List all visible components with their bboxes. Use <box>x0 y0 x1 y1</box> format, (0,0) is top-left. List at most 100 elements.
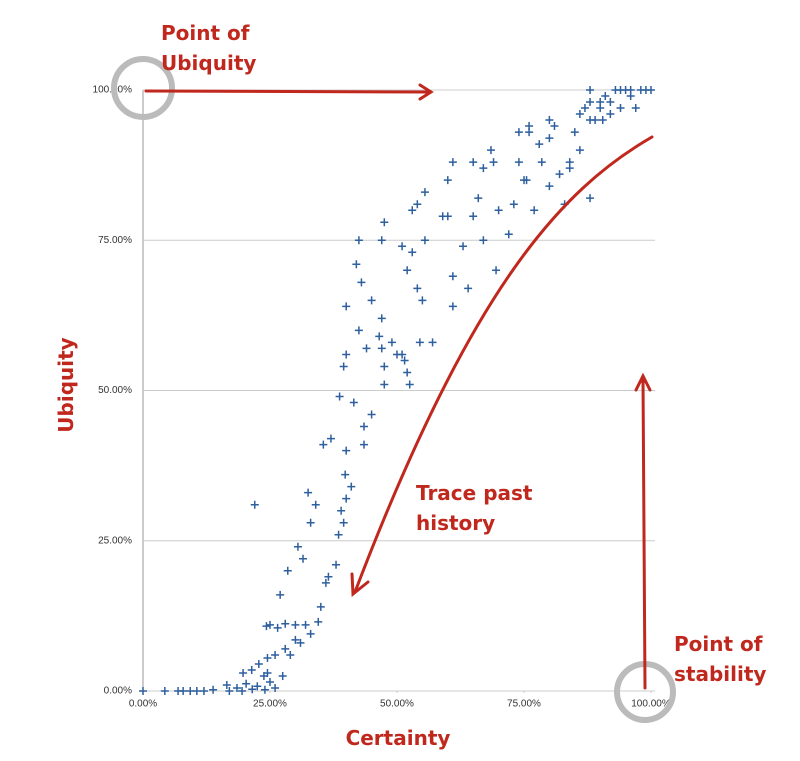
point <box>400 356 409 365</box>
point <box>281 619 290 628</box>
point <box>332 560 341 569</box>
point <box>337 506 346 515</box>
point <box>469 212 478 221</box>
point <box>209 685 218 694</box>
point <box>179 687 188 695</box>
point <box>413 284 422 293</box>
point <box>342 350 351 359</box>
point <box>319 440 328 449</box>
point <box>225 687 234 695</box>
point <box>494 206 503 215</box>
point <box>398 350 407 359</box>
point <box>271 650 280 659</box>
point <box>354 236 363 245</box>
labels: Certainty Ubiquity Point of Ubiquity Tra… <box>54 21 766 750</box>
point <box>281 644 290 653</box>
annotation: Ubiquity <box>161 51 256 75</box>
point <box>263 653 272 662</box>
point <box>334 530 343 539</box>
point <box>420 236 429 245</box>
annotation: history <box>416 511 495 535</box>
point <box>492 266 501 275</box>
point <box>408 248 417 257</box>
point <box>575 146 584 155</box>
point <box>537 158 546 167</box>
arrow <box>634 372 652 690</box>
point <box>377 236 386 245</box>
y-tick-label: 25.00% <box>98 535 132 546</box>
point <box>522 176 531 185</box>
point <box>525 122 534 131</box>
point <box>266 620 274 629</box>
point <box>293 542 302 551</box>
point <box>349 398 358 407</box>
point <box>260 685 269 694</box>
point <box>276 590 285 599</box>
point <box>606 110 615 119</box>
point <box>514 158 523 167</box>
point <box>420 188 429 197</box>
point <box>248 685 257 694</box>
point <box>647 86 655 94</box>
point <box>253 682 262 691</box>
point <box>580 104 589 113</box>
point <box>278 671 287 680</box>
point <box>555 170 564 179</box>
x-axis-title: Certainty <box>346 726 451 750</box>
point <box>239 668 248 677</box>
point <box>631 104 640 113</box>
point <box>341 470 350 479</box>
point <box>199 687 208 695</box>
y-tick-label: 75.00% <box>98 235 132 246</box>
point <box>418 296 427 305</box>
x-tick-label: 0.00% <box>129 699 157 710</box>
point <box>314 617 323 626</box>
point <box>448 272 457 281</box>
point <box>306 518 315 527</box>
annotation: Point of <box>674 632 763 656</box>
point <box>591 116 600 125</box>
point <box>448 158 457 167</box>
point <box>428 338 437 347</box>
x-tick-label: 50.00% <box>380 699 414 710</box>
point <box>474 194 483 203</box>
point <box>408 206 417 215</box>
point <box>377 314 386 323</box>
point <box>443 176 452 185</box>
point <box>626 92 635 101</box>
point <box>545 182 554 191</box>
point <box>377 344 386 353</box>
point <box>326 434 335 443</box>
point <box>403 368 412 377</box>
point <box>250 500 259 509</box>
y-axis-title: Ubiquity <box>54 337 78 432</box>
point <box>311 500 320 509</box>
point <box>387 338 396 347</box>
point <box>283 566 292 575</box>
point <box>413 200 422 209</box>
arrow <box>350 135 654 598</box>
point <box>530 206 539 215</box>
point <box>504 230 513 239</box>
point <box>339 518 348 527</box>
point <box>575 110 584 119</box>
point <box>601 92 610 101</box>
point <box>509 200 518 209</box>
point <box>443 212 452 221</box>
point <box>342 302 351 311</box>
point <box>545 134 554 143</box>
point <box>565 158 574 167</box>
y-tick-label: 0.00% <box>104 686 132 697</box>
point <box>335 392 344 401</box>
point <box>606 98 615 107</box>
point <box>160 687 169 695</box>
point <box>262 622 271 631</box>
point <box>403 266 412 275</box>
arrow <box>144 83 434 101</box>
annotation: Point of <box>161 21 250 45</box>
point <box>598 116 607 125</box>
point <box>238 687 247 695</box>
point <box>324 572 333 581</box>
point <box>415 338 424 347</box>
point <box>139 687 147 695</box>
